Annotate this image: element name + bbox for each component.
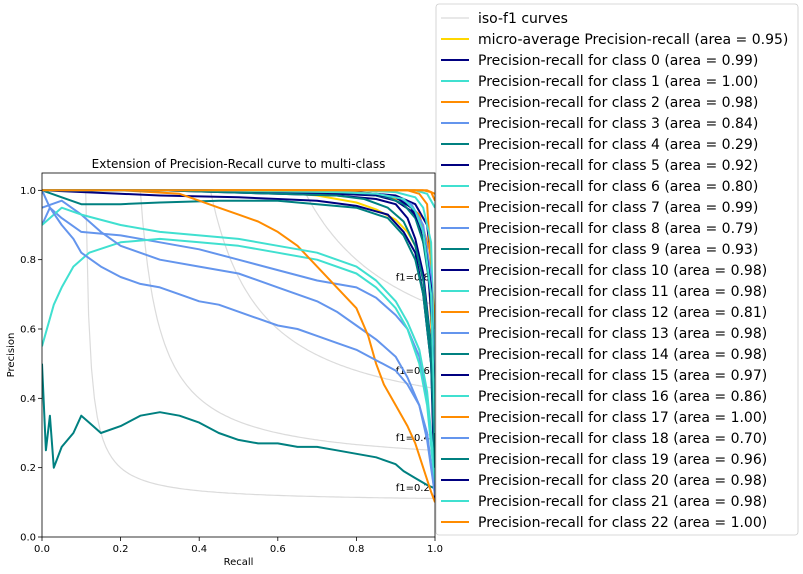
y-tick-label: 1.0 [20,186,36,197]
series-line [42,189,435,496]
legend-label: Precision-recall for class 13 (area = 0.… [478,326,767,342]
legend-label: Precision-recall for class 22 (area = 1.… [478,515,767,531]
legend-label: Precision-recall for class 2 (area = 0.9… [478,95,758,111]
plot-frame [41,172,436,538]
y-tick-label: 0.4 [20,394,36,405]
legend-label: Precision-recall for class 15 (area = 0.… [478,368,767,384]
y-tick-label: 0.0 [20,533,36,544]
x-axis-label: Recall [224,557,254,568]
legend-label: Precision-recall for class 6 (area = 0.8… [478,179,758,195]
series-line [42,237,435,486]
legend-label: Precision-recall for class 20 (area = 0.… [478,473,767,489]
series-line [42,206,435,475]
y-tick-label: 0.6 [20,325,36,336]
y-tick-label: 0.8 [20,255,36,266]
legend-frame [435,3,799,536]
y-axis-label: Precision [6,333,17,378]
legend-label: Precision-recall for class 18 (area = 0.… [478,431,767,447]
legend-label: Precision-recall for class 11 (area = 0.… [478,284,767,300]
x-tick-label: 1.0 [427,544,443,555]
iso-f1-curve [139,190,435,451]
iso-f1-curve [303,190,435,307]
chart-title: Extension of Precision-Recall curve to m… [92,157,386,171]
legend-label: Precision-recall for class 10 (area = 0.… [478,263,767,279]
legend-label: Precision-recall for class 3 (area = 0.8… [478,116,758,132]
series-line [42,189,435,399]
iso-f1-curve [85,190,435,500]
legend-label: micro-average Precision-recall (area = 0… [478,32,788,48]
series-line [42,199,435,496]
series-line [42,189,435,468]
legend-label: Precision-recall for class 8 (area = 0.7… [478,221,758,237]
iso-f1-label: f1=0.6 [396,366,430,377]
y-tick-label: 0.2 [20,463,36,474]
iso-f1-label: f1=0.2 [396,483,430,494]
legend-label: Precision-recall for class 14 (area = 0.… [478,347,767,363]
legend: iso-f1 curves micro-average Precision-rec… [435,3,799,536]
series-line [42,189,435,503]
legend-label: Precision-recall for class 5 (area = 0.9… [478,158,758,174]
series-line [42,363,435,490]
iso-f1-curves [85,190,435,500]
legend-label: Precision-recall for class 19 (area = 0.… [478,452,767,468]
legend-label: Precision-recall for class 9 (area = 0.9… [478,242,758,258]
x-tick-label: 0.6 [270,544,286,555]
legend-label: iso-f1 curves [478,11,568,27]
legend-label: Precision-recall for class 21 (area = 0.… [478,494,767,510]
x-tick-label: 0.2 [113,544,129,555]
series-lines [42,189,435,503]
iso-f1-curve [209,190,435,389]
legend-label: Precision-recall for class 0 (area = 0.9… [478,53,758,69]
legend-label: Precision-recall for class 4 (area = 0.2… [478,137,758,153]
y-axis: 0.0 0.2 0.4 0.6 0.8 1.0 [20,186,42,544]
x-tick-label: 0.4 [191,544,207,555]
iso-f1-label: f1=0.8 [396,272,430,283]
legend-label: Precision-recall for class 1 (area = 1.0… [478,74,758,90]
series-line [42,189,435,416]
series-line [42,189,435,503]
legend-label: Precision-recall for class 12 (area = 0.… [478,305,767,321]
x-axis: 0.0 0.2 0.4 0.6 0.8 1.0 [34,537,443,555]
legend-label: Precision-recall for class 17 (area = 1.… [478,410,767,426]
series-line [42,189,435,503]
legend-label: Precision-recall for class 7 (area = 0.9… [478,200,758,216]
legend-label: Precision-recall for class 16 (area = 0.… [478,389,767,405]
series-line [42,189,435,195]
series-line [42,189,435,468]
x-tick-label: 0.8 [348,544,364,555]
x-tick-label: 0.0 [34,544,50,555]
